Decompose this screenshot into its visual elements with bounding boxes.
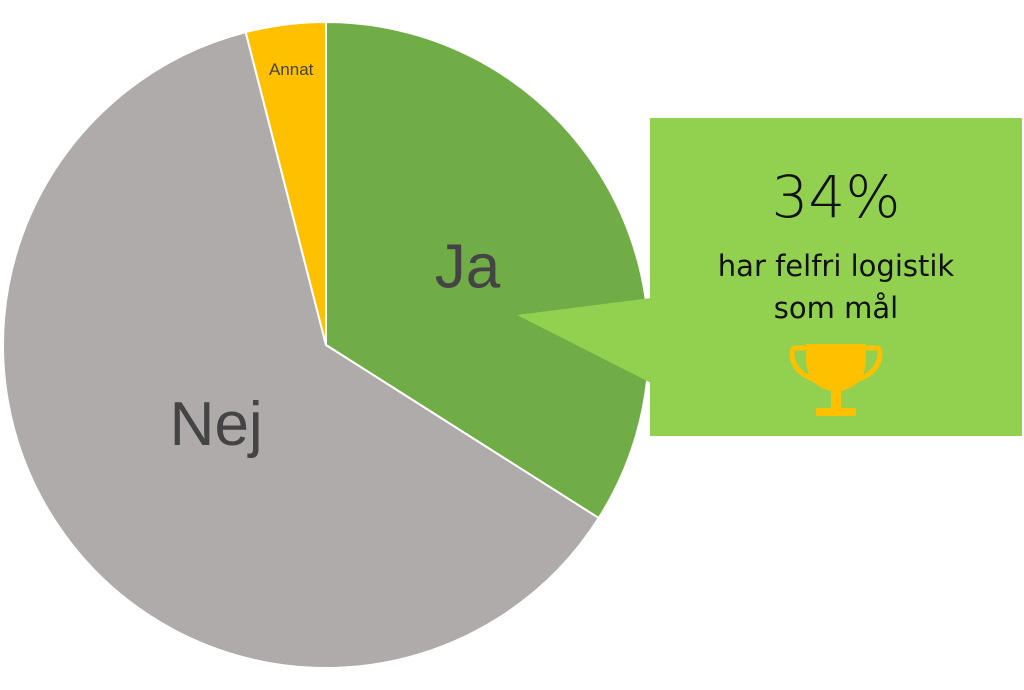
pie-slices xyxy=(2,20,650,670)
pie-label-annat: Annat xyxy=(269,60,314,79)
pie-label-nej: Nej xyxy=(170,390,263,459)
callout-line-1: har felfri logistik xyxy=(718,249,955,283)
trophy-icon xyxy=(789,344,883,416)
callout-pointer xyxy=(517,298,651,383)
callout-line-2: som mål xyxy=(774,291,898,325)
pie-label-ja: Ja xyxy=(435,233,501,302)
pie-labels: Ja Nej Annat xyxy=(170,60,501,459)
pie-slice-annat xyxy=(244,20,327,346)
callout-box: 34% har felfri logistik som mål xyxy=(517,118,1022,436)
callout-value: 34% xyxy=(772,163,901,231)
pie-slice-ja xyxy=(325,20,650,520)
pie-slice-nej xyxy=(2,30,601,670)
